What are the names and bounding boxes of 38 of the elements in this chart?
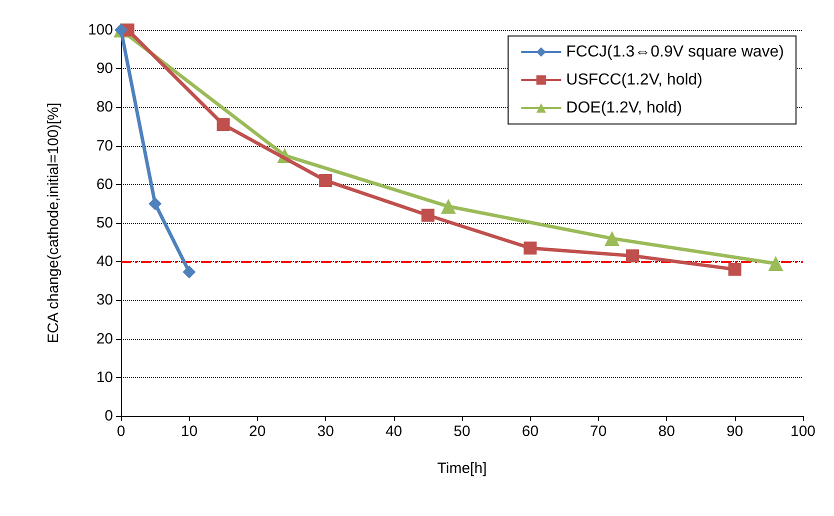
y-tick-label: 40 [96, 253, 113, 270]
y-tick-label: 50 [96, 214, 113, 232]
x-tick-label: 60 [522, 423, 539, 440]
x-axis-title: Time[h] [437, 460, 487, 477]
y-tick-label: 90 [96, 60, 113, 78]
x-tick-label: 70 [590, 423, 607, 440]
x-tick-label: 90 [726, 423, 744, 440]
y-tick-label: 10 [96, 368, 113, 386]
point [148, 197, 162, 210]
y-tick-label: 60 [96, 176, 113, 193]
y-axis-title: ECA change(cathode,initial=100)[%] [45, 102, 62, 344]
point [626, 249, 639, 262]
point [524, 242, 537, 255]
point [319, 174, 332, 188]
point [440, 198, 456, 214]
y-tick-label: 30 [96, 292, 113, 309]
y-tick-label: 20 [96, 330, 113, 348]
legend-label: FCCJ(1.3⇔0.9V square wave) [566, 44, 784, 60]
x-tick-label: 10 [180, 423, 198, 440]
legend-label: USFCC(1.2V, hold) [566, 72, 702, 88]
point [421, 208, 434, 222]
point [728, 262, 742, 276]
point [216, 118, 230, 132]
x-tick-label: 100 [790, 423, 816, 440]
x-tick-label: 0 [116, 423, 126, 440]
x-tick-label: 20 [249, 423, 266, 440]
y-tick-label: 100 [88, 22, 113, 38]
y-tick-label: 80 [96, 98, 113, 116]
x-tick-label: 40 [385, 423, 402, 440]
point [604, 230, 620, 246]
legend-label: DOE(1.2V, hold) [566, 100, 682, 116]
y-tick-label: 70 [96, 137, 113, 154]
point [768, 256, 784, 272]
y-tick-label: 0 [104, 408, 113, 424]
x-tick-label: 30 [317, 423, 334, 440]
x-tick-label: 80 [658, 423, 675, 440]
x-tick-label: 50 [454, 423, 470, 440]
point [182, 266, 196, 279]
